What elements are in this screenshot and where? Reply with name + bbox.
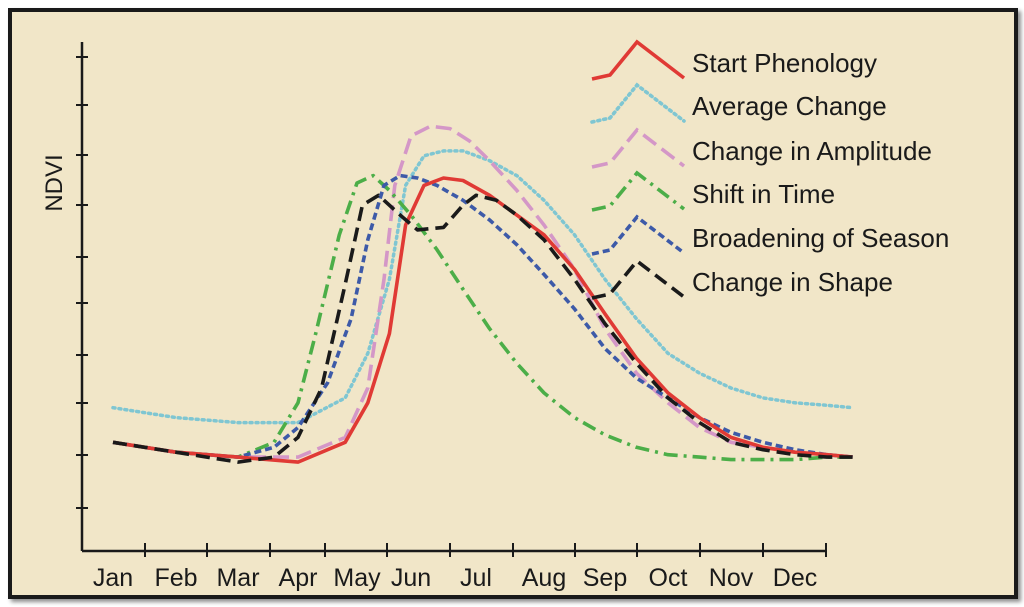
series-line-start-phenology xyxy=(112,176,853,464)
legend-swatch xyxy=(591,127,686,169)
series-line-shift-in-time xyxy=(112,173,853,462)
x-tick-labels: Jan Feb Mar Apr May Jun Jul Aug Sep Oct Nov Dec xyxy=(93,564,817,592)
x-tick-label: Aug xyxy=(522,564,566,592)
x-tick-label: Nov xyxy=(709,564,754,592)
legend-label: Change in Shape xyxy=(692,267,893,297)
x-tick-label: Jan xyxy=(93,564,133,592)
legend-label: Average Change xyxy=(692,91,887,121)
plot-area xyxy=(111,124,855,464)
legend-swatch xyxy=(591,39,686,81)
legend-swatch xyxy=(590,82,686,124)
y-axis-label: NDVI xyxy=(41,154,68,211)
legend-label: Start Phenology xyxy=(692,48,877,78)
x-tick-label: Jul xyxy=(460,564,492,592)
series-line-change-in-shape xyxy=(112,193,853,464)
chart-frame xyxy=(8,8,1018,599)
x-tick-label: Dec xyxy=(773,564,817,592)
x-tick-label: Sep xyxy=(583,564,627,592)
legend-swatch xyxy=(591,170,686,212)
legend-label: Change in Amplitude xyxy=(692,136,932,166)
legend-swatch xyxy=(591,214,686,256)
legend: Start Phenology Average Change Change in A… xyxy=(590,39,949,300)
legend-label: Broadening of Season xyxy=(692,223,949,253)
x-tick-label: Oct xyxy=(649,564,688,592)
x-tick-label: Feb xyxy=(154,564,197,592)
series-line-change-in-amplitude xyxy=(112,124,853,459)
x-tick-label: May xyxy=(333,564,381,592)
axes xyxy=(76,42,827,557)
x-tick-label: Jun xyxy=(391,564,431,592)
legend-swatch xyxy=(591,258,686,300)
series-line-average-change xyxy=(111,149,855,425)
x-tick-label: Mar xyxy=(216,564,259,592)
series-line-broadening-of-season xyxy=(112,173,853,459)
legend-label: Shift in Time xyxy=(692,179,835,209)
x-tick-label: Apr xyxy=(279,564,318,592)
